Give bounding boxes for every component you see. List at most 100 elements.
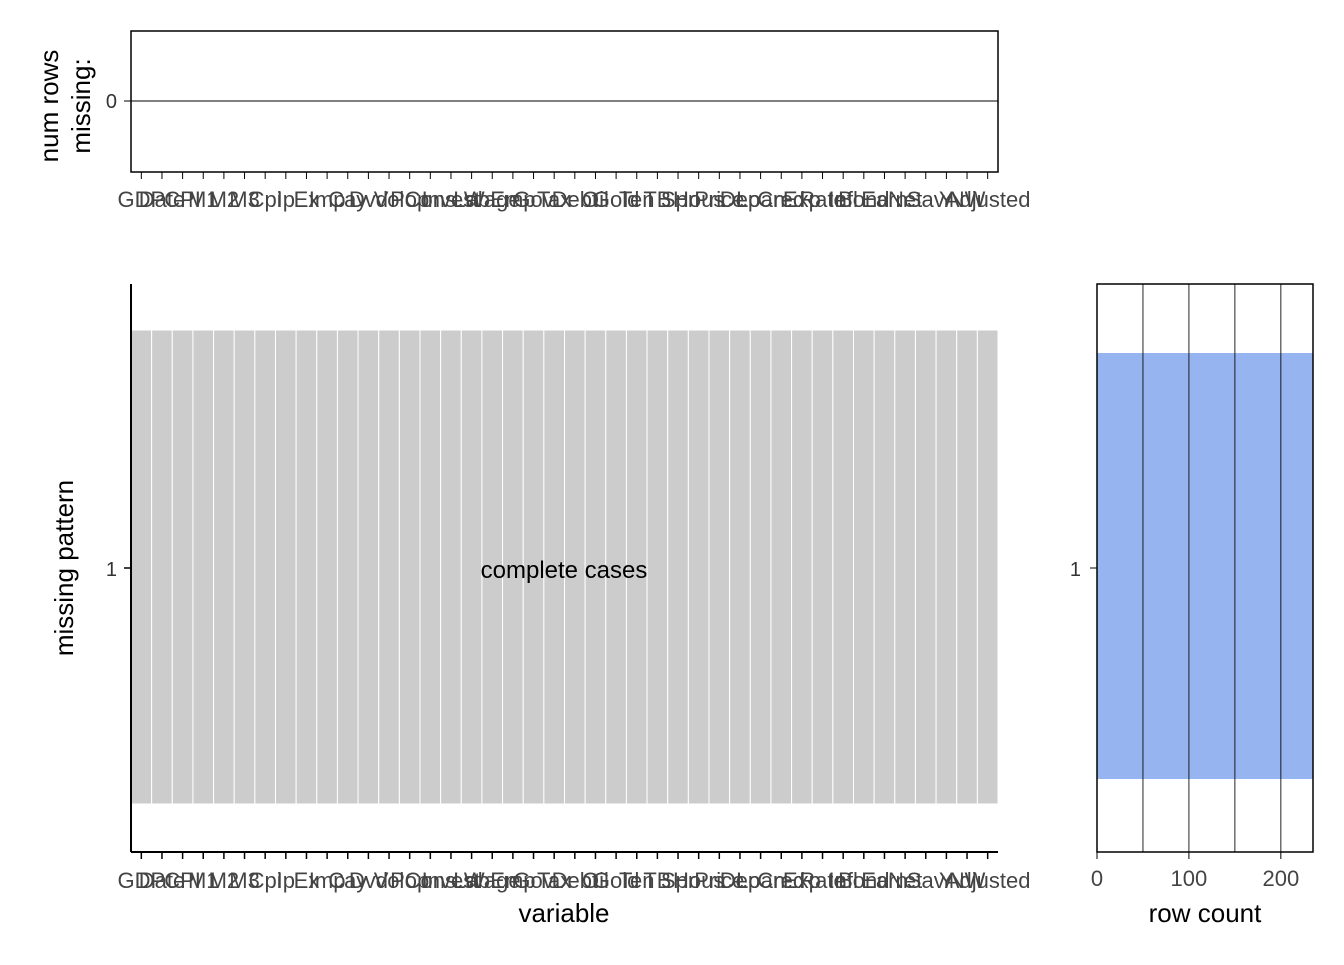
top-x-tick-labels: GDPDateCPIM1M2M3CpiIpExImpCayDvdVolPopCo… xyxy=(117,187,1030,212)
tile-dvd xyxy=(357,329,380,805)
top-x-tick-label: Sav xyxy=(907,187,945,212)
top-x-tick-label: Debt xyxy=(552,187,598,212)
top-x-tick-label: Pop xyxy=(390,187,429,212)
top-x-tick-label: CPI xyxy=(164,187,201,212)
tile-cons xyxy=(419,329,442,805)
tile-date xyxy=(151,329,173,805)
main-x-tick-label: Imp xyxy=(309,868,346,893)
main-x-tick-label: Vol xyxy=(374,868,405,893)
top-x-tick-label: NW xyxy=(949,187,986,212)
main-x-axis-title: variable xyxy=(518,898,609,928)
top-x-tick-label: TB xyxy=(643,187,671,212)
top-x-tick-label: Cons xyxy=(405,187,456,212)
main-x-tick-label: Wage xyxy=(464,868,521,893)
top-y-tick-label: 0 xyxy=(106,91,117,113)
tile-bond xyxy=(853,329,875,805)
main-x-tick-label: Infl xyxy=(828,868,857,893)
tile-y xyxy=(935,329,958,805)
main-x-tick-label: Lab xyxy=(453,868,490,893)
row-count-bar xyxy=(1097,353,1313,779)
tile-imp xyxy=(316,329,338,805)
top-x-tick-label: GDP xyxy=(117,187,165,212)
tile-net xyxy=(894,329,916,805)
main-x-tick-label: Rate xyxy=(799,868,845,893)
top-x-tick-label: M3 xyxy=(229,187,260,212)
right-y-tick-label: 1 xyxy=(1070,559,1081,581)
main-x-tick-label: Y xyxy=(939,868,954,893)
tile-m1 xyxy=(192,329,215,805)
right-x-tick-label: 100 xyxy=(1171,866,1208,891)
main-x-tick-label: Date xyxy=(139,868,185,893)
tile-m2 xyxy=(213,329,235,805)
top-x-tick-label: Gov xyxy=(513,187,553,212)
top-x-tick-label: Oil xyxy=(582,187,609,212)
right-panel: 1 0 100 200 row count xyxy=(1070,283,1314,928)
main-x-tick-label: Dep xyxy=(720,868,760,893)
main-x-tick-label: CPI xyxy=(164,868,201,893)
main-x-tick-label: NW xyxy=(949,868,986,893)
main-x-tick-label: M1 xyxy=(188,868,219,893)
main-x-tick-label: Cred xyxy=(757,868,805,893)
main-x-tick-label: Exp xyxy=(783,868,821,893)
tile-infl xyxy=(832,329,854,805)
tile-tb xyxy=(646,329,669,805)
top-panel: 0 num rows missing: GDPDateCPIM1M2M3CpiI… xyxy=(34,30,1030,212)
top-x-tick-label: Dvd xyxy=(349,187,388,212)
right-x-axis-title: row count xyxy=(1149,898,1262,928)
top-x-tick-label: Adjusted xyxy=(945,187,1031,212)
top-x-tick-label: Emp xyxy=(490,187,535,212)
main-x-tick-label: M3 xyxy=(229,868,260,893)
right-gridlines xyxy=(1142,284,1282,852)
tile-hous xyxy=(687,329,710,805)
top-x-tick-label: Imp xyxy=(309,187,346,212)
main-x-tick-label: Ex xyxy=(294,868,320,893)
tile-rate xyxy=(811,329,834,805)
tile-sav xyxy=(914,329,937,805)
tile-ip xyxy=(275,329,297,805)
tile-spr xyxy=(667,329,689,805)
top-x-tick-label: Ex xyxy=(294,187,320,212)
top-x-tick-label: M2 xyxy=(209,187,240,212)
main-x-tick-label: Bond xyxy=(838,868,889,893)
tile-cpi xyxy=(171,329,194,805)
tile-pop xyxy=(398,329,421,805)
main-x-tick-label: Price xyxy=(694,868,744,893)
top-x-tick-label: Ten xyxy=(619,187,654,212)
main-y-tick-label: 1 xyxy=(106,559,117,581)
top-x-tick-label: Y xyxy=(939,187,954,212)
main-x-tick-label: Gov xyxy=(513,868,553,893)
main-x-tick-label: Ip xyxy=(277,868,295,893)
top-x-ticks xyxy=(140,172,989,179)
main-x-tick-label: Invest xyxy=(422,868,481,893)
main-x-tick-label: Tax xyxy=(537,868,571,893)
tile-cred xyxy=(770,329,793,805)
right-x-ticks: 0 100 200 xyxy=(1091,852,1299,891)
top-y-axis-title-line-1: num rows xyxy=(34,50,64,163)
main-x-tick-label: Earn xyxy=(861,868,907,893)
top-x-tick-label: Date xyxy=(139,187,185,212)
tile-m3 xyxy=(233,329,256,805)
main-x-tick-label: Spr xyxy=(661,868,695,893)
main-annotation: complete cases xyxy=(481,557,648,584)
top-x-tick-label: Cay xyxy=(328,187,367,212)
top-x-tick-label: Price xyxy=(694,187,744,212)
top-x-tick-label: Bond xyxy=(838,187,889,212)
tile-vol xyxy=(378,329,400,805)
main-x-tick-label: Dvd xyxy=(349,868,388,893)
main-x-tick-label: Cons xyxy=(405,868,456,893)
main-x-tick-label: Adjusted xyxy=(945,868,1031,893)
top-x-tick-label: Spr xyxy=(661,187,695,212)
main-x-tick-label: Hous xyxy=(673,868,724,893)
top-x-tick-label: M1 xyxy=(188,187,219,212)
main-x-tick-label: Pop xyxy=(390,868,429,893)
top-x-tick-label: Exp xyxy=(783,187,821,212)
main-x-tick-label: Cpi xyxy=(249,868,282,893)
main-x-tick-label: GDP xyxy=(117,868,165,893)
main-x-tick-label: Cay xyxy=(328,868,367,893)
main-x-tick-label: Emp xyxy=(490,868,535,893)
main-x-ticks xyxy=(140,852,989,859)
tile-loan xyxy=(749,329,772,805)
tile-exp xyxy=(791,329,813,805)
main-y-axis-title: missing pattern xyxy=(49,480,79,656)
